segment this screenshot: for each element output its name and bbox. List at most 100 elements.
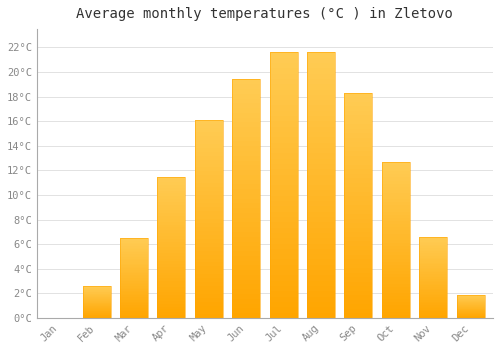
Bar — [307, 58, 335, 63]
Bar — [120, 262, 148, 264]
Bar — [456, 303, 484, 304]
Bar — [195, 274, 223, 278]
Bar — [382, 162, 410, 318]
Bar — [120, 310, 148, 312]
Bar — [82, 286, 110, 318]
Bar — [232, 270, 260, 275]
Bar — [158, 270, 186, 273]
Bar — [158, 289, 186, 293]
Bar — [270, 291, 297, 297]
Bar — [382, 274, 410, 277]
Bar — [270, 52, 297, 318]
Bar — [382, 221, 410, 224]
Bar — [270, 143, 297, 148]
Bar — [195, 231, 223, 235]
Bar — [270, 313, 297, 318]
Bar — [307, 196, 335, 201]
Bar — [307, 302, 335, 307]
Bar — [419, 253, 447, 254]
Bar — [158, 239, 186, 241]
Bar — [344, 169, 372, 174]
Bar — [158, 182, 186, 185]
Bar — [456, 298, 484, 299]
Bar — [344, 210, 372, 215]
Bar — [120, 241, 148, 243]
Bar — [419, 263, 447, 264]
Bar — [232, 251, 260, 256]
Bar — [419, 313, 447, 315]
Bar — [195, 179, 223, 183]
Bar — [382, 299, 410, 302]
Bar — [158, 236, 186, 239]
Bar — [232, 199, 260, 203]
Bar — [382, 240, 410, 243]
Bar — [307, 185, 335, 190]
Bar — [270, 238, 297, 244]
Bar — [158, 315, 186, 318]
Bar — [270, 79, 297, 84]
Bar — [456, 314, 484, 315]
Bar — [82, 302, 110, 303]
Bar — [344, 111, 372, 116]
Bar — [307, 238, 335, 244]
Bar — [232, 146, 260, 151]
Bar — [307, 222, 335, 228]
Bar — [120, 284, 148, 286]
Bar — [195, 140, 223, 144]
Bar — [307, 132, 335, 137]
Bar — [382, 312, 410, 315]
Bar — [232, 156, 260, 161]
Bar — [158, 188, 186, 191]
Bar — [419, 310, 447, 312]
Bar — [344, 174, 372, 178]
Bar — [158, 264, 186, 267]
Bar — [344, 196, 372, 201]
Bar — [270, 206, 297, 212]
Bar — [382, 293, 410, 296]
Bar — [158, 219, 186, 222]
Bar — [195, 302, 223, 306]
Bar — [419, 312, 447, 313]
Bar — [158, 273, 186, 275]
Bar — [195, 187, 223, 191]
Bar — [344, 237, 372, 241]
Bar — [382, 230, 410, 233]
Bar — [120, 259, 148, 260]
Bar — [195, 175, 223, 179]
Bar — [419, 237, 447, 238]
Bar — [158, 293, 186, 295]
Bar — [307, 259, 335, 265]
Bar — [419, 256, 447, 258]
Bar — [120, 260, 148, 262]
Bar — [419, 277, 447, 279]
Bar — [120, 268, 148, 270]
Bar — [307, 159, 335, 164]
Bar — [419, 281, 447, 282]
Bar — [344, 165, 372, 169]
Bar — [195, 254, 223, 259]
Bar — [307, 217, 335, 222]
Bar — [307, 63, 335, 68]
Bar — [419, 258, 447, 259]
Bar — [120, 294, 148, 295]
Bar — [158, 185, 186, 188]
Bar — [232, 313, 260, 318]
Bar — [120, 247, 148, 249]
Bar — [158, 179, 186, 182]
Bar — [232, 237, 260, 241]
Bar — [419, 266, 447, 268]
Bar — [120, 267, 148, 268]
Bar — [232, 79, 260, 318]
Bar — [195, 286, 223, 290]
Bar — [307, 100, 335, 105]
Bar — [419, 292, 447, 294]
Bar — [344, 264, 372, 268]
Bar — [344, 152, 372, 156]
Bar — [158, 205, 186, 208]
Bar — [307, 148, 335, 153]
Bar — [232, 203, 260, 208]
Bar — [232, 208, 260, 213]
Bar — [120, 295, 148, 297]
Bar — [158, 298, 186, 301]
Bar — [195, 278, 223, 282]
